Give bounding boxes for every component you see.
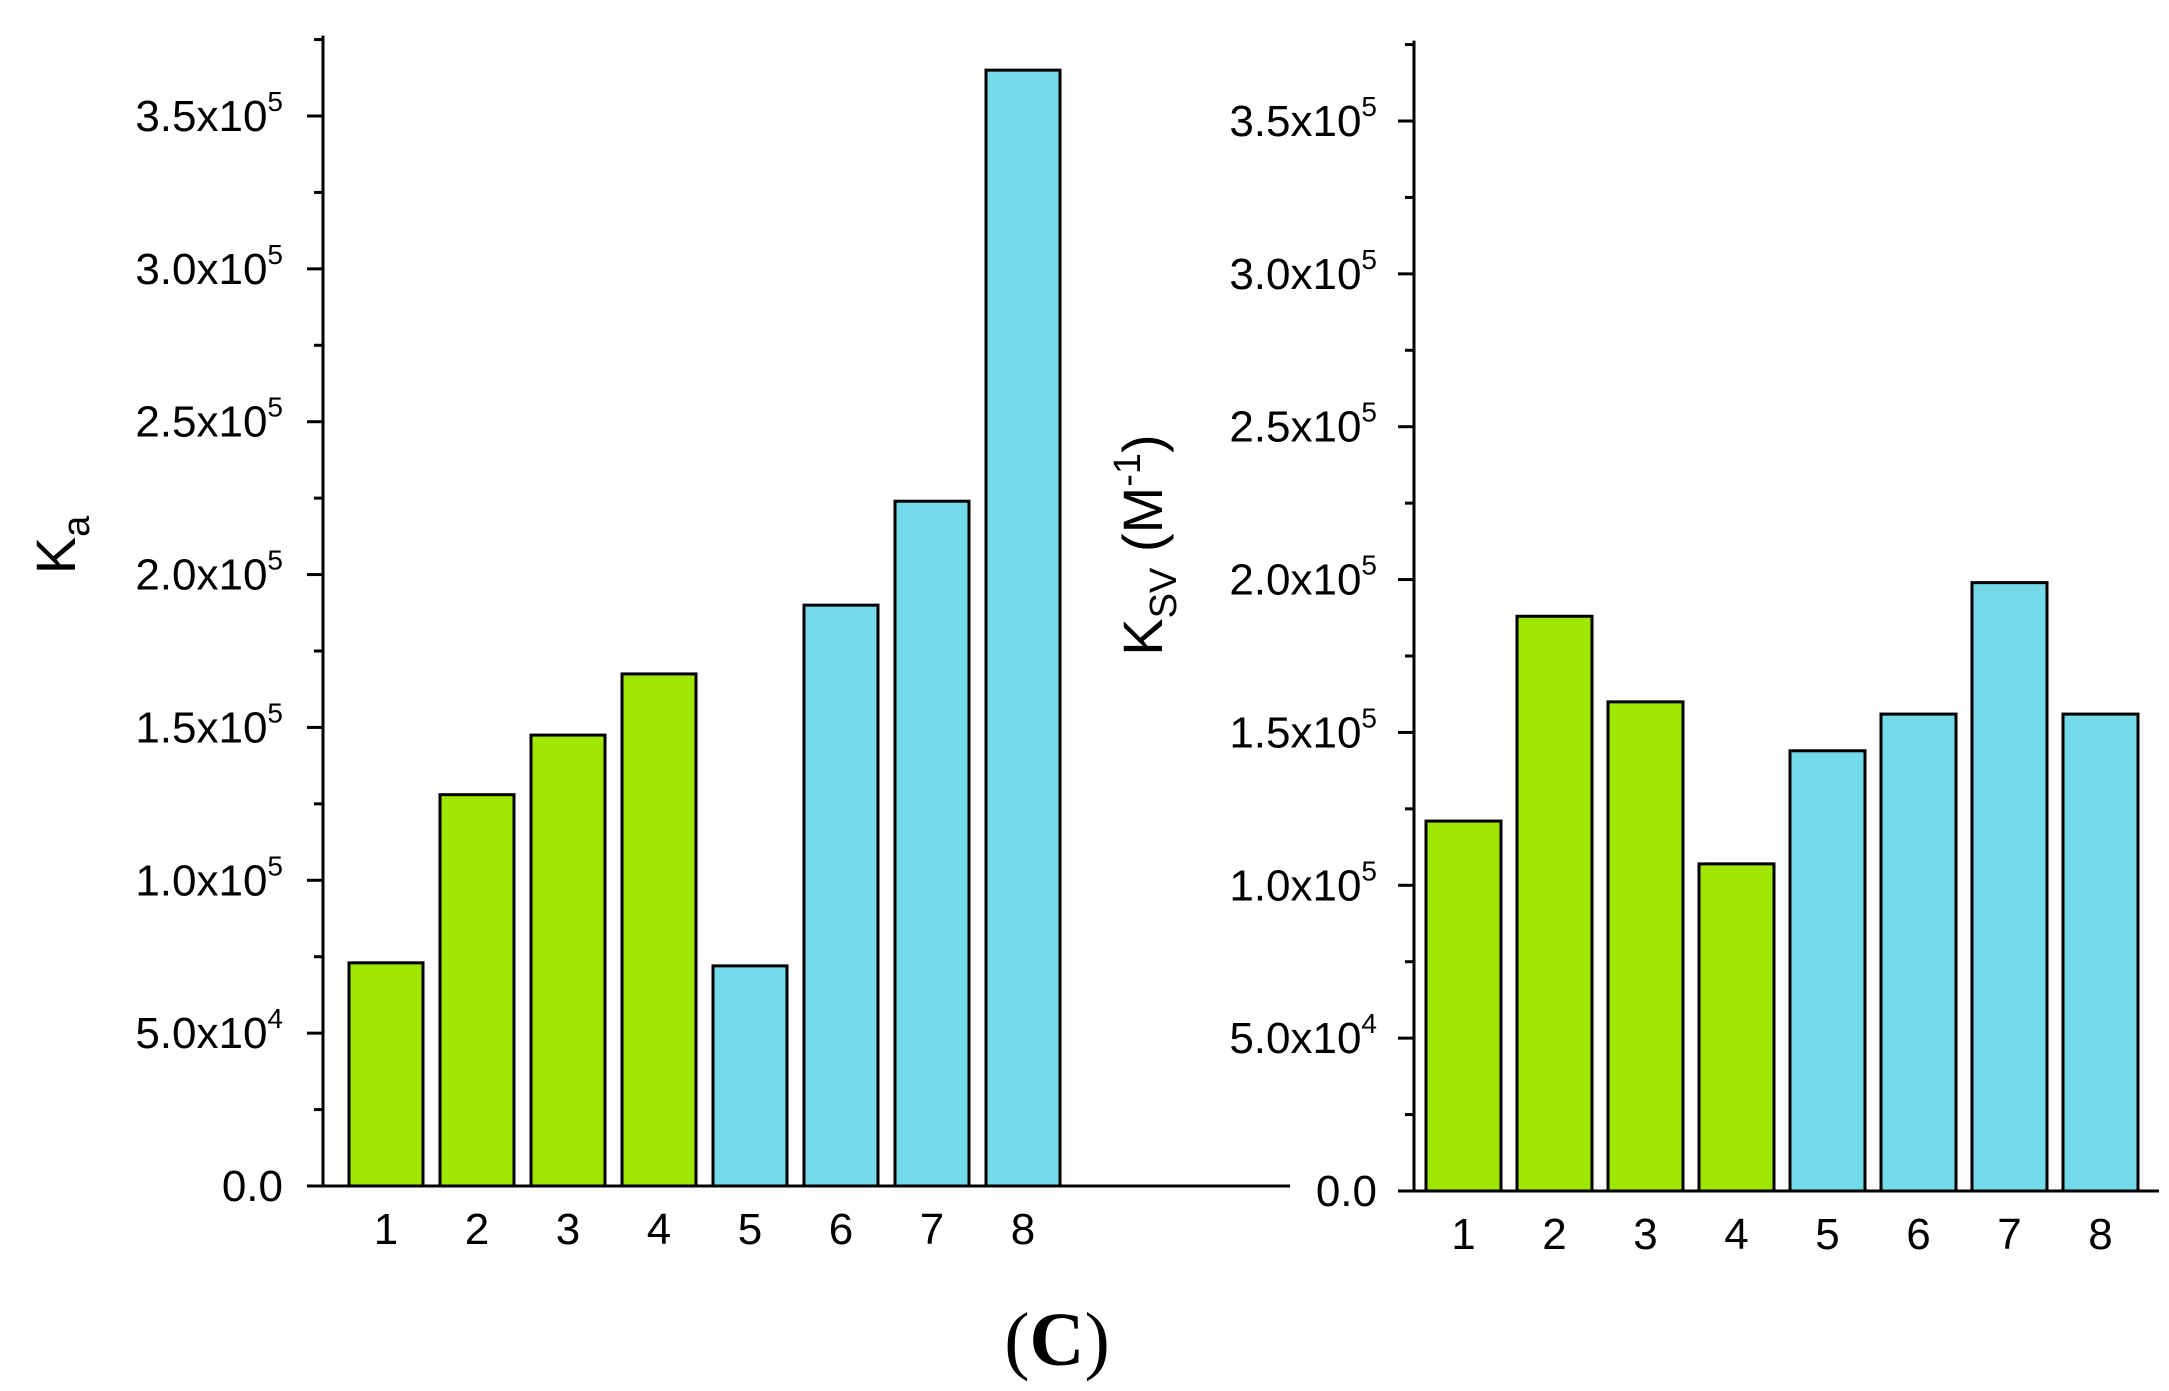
bar-3: [529, 733, 607, 1188]
chart-ka: 0.0 5.0x104 1.0x105 1.5x105 2.0x105 2.5x105 3.…: [24, 35, 1290, 1254]
x-tick-label: 8: [2088, 1210, 2112, 1259]
y-tick-label: 3.0x105: [135, 239, 283, 294]
bar-6: [1879, 712, 1958, 1193]
y-tick-label: 3.0x105: [1229, 244, 1377, 299]
y-tick-label: 2.5x105: [1229, 397, 1377, 452]
bar-1: [1424, 819, 1503, 1193]
y-tick-label: 5.0x104: [1229, 1008, 1377, 1063]
bar-3: [1606, 700, 1685, 1193]
y-tick-label: 1.0x105: [135, 850, 283, 905]
x-tick-label: 8: [1011, 1205, 1035, 1254]
bar-4: [1697, 862, 1776, 1193]
x-tick-label: 1: [374, 1205, 398, 1254]
y-tick-label: 3.5x105: [135, 86, 283, 141]
bar-1: [347, 961, 425, 1188]
y-tick-label: 0.0: [222, 1162, 283, 1211]
bar-8: [2061, 712, 2140, 1193]
y-tick-label: 2.5x105: [135, 392, 283, 447]
y-tick-label: 3.5x105: [1229, 91, 1377, 146]
y-tick-label: 2.0x105: [135, 545, 283, 600]
bar-8: [984, 68, 1062, 1188]
bar-7: [893, 499, 971, 1188]
figure-caption: (C): [1004, 1298, 1110, 1382]
x-tick-label: 7: [1997, 1210, 2021, 1259]
x-tick-label: 7: [920, 1205, 944, 1254]
x-tick-label: 4: [1724, 1210, 1748, 1259]
bar-4: [620, 672, 698, 1188]
x-tick-label: 5: [1815, 1210, 1839, 1259]
x-tick-label: 6: [829, 1205, 853, 1254]
x-tick-label: 3: [556, 1205, 580, 1254]
y-tick-label: 1.5x105: [135, 697, 283, 752]
x-tick-label: 2: [1542, 1210, 1566, 1259]
x-tick-label: 4: [647, 1205, 671, 1254]
bar-7: [1970, 581, 2049, 1193]
x-tick-label: 5: [738, 1205, 762, 1254]
y-tick-label: 5.0x104: [135, 1003, 283, 1058]
chart-ksv: 0.0 5.0x104 1.0x105 1.5x105 2.0x105 2.5x105 3.…: [1107, 40, 2159, 1259]
bar-2: [438, 793, 516, 1188]
bar-6: [802, 603, 880, 1188]
x-tick-label: 2: [465, 1205, 489, 1254]
y-tick-label: 0.0: [1316, 1167, 1377, 1216]
bar-5: [711, 964, 789, 1188]
bar-5: [1788, 749, 1867, 1193]
y-axis-label: Ka: [24, 515, 98, 574]
x-tick-label: 6: [1906, 1210, 1930, 1259]
y-axis-label: KSV (M-1): [1107, 434, 1185, 655]
x-tick-label: 3: [1633, 1210, 1657, 1259]
y-tick-label: 1.0x105: [1229, 855, 1377, 910]
x-tick-label: 1: [1451, 1210, 1475, 1259]
y-tick-label: 1.5x105: [1229, 702, 1377, 757]
y-tick-label: 2.0x105: [1229, 550, 1377, 605]
bar-2: [1515, 614, 1594, 1193]
